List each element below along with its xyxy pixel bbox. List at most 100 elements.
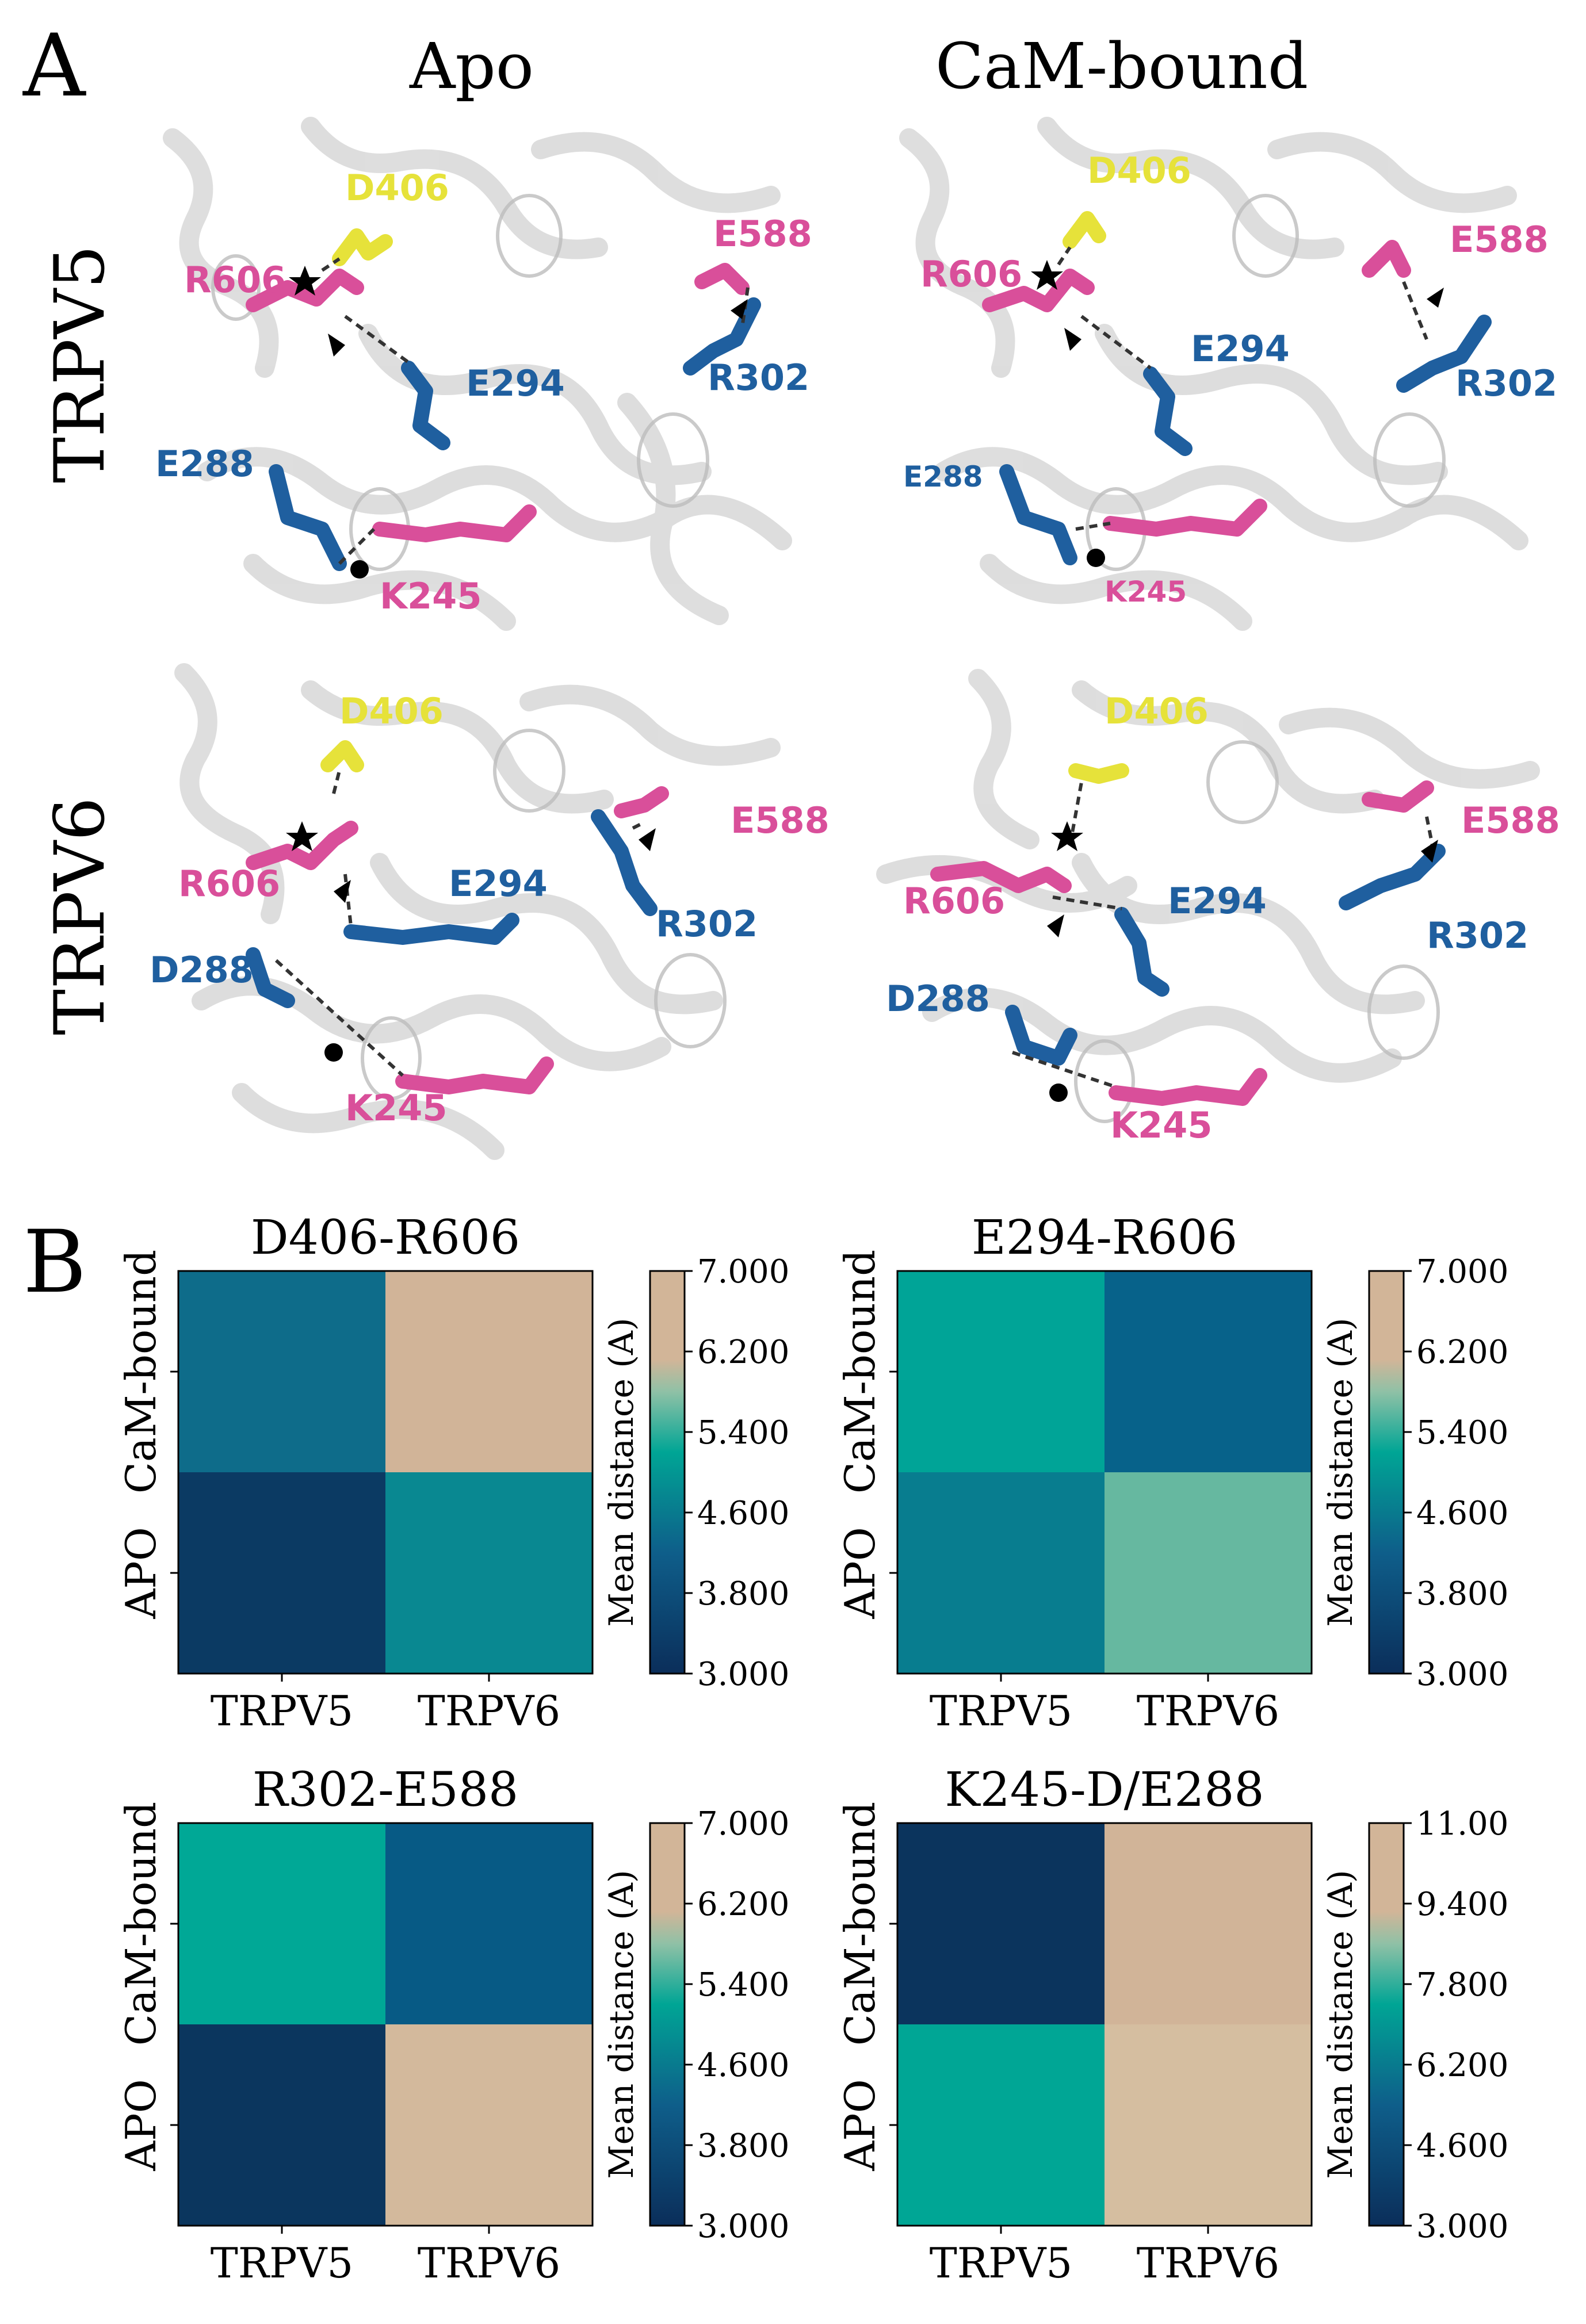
colorbar-tick-label: 6.200 [697, 1334, 789, 1371]
colorbar [649, 1270, 686, 1675]
d406-sidechain [332, 228, 393, 266]
colorbar [1368, 1270, 1405, 1675]
label-r302: R302 [708, 357, 810, 399]
x-tick-label: TRPV5 [930, 2239, 1072, 2287]
structure-trpv6-cam [840, 656, 1553, 1173]
colorbar-tick-label: 7.000 [697, 1253, 789, 1291]
r606-sidechain [246, 269, 364, 312]
colorbar-tick-label: 3.000 [1416, 2208, 1508, 2245]
structure-drawing [174, 663, 781, 1160]
y-tick-label: CaM-bound [117, 1802, 165, 2046]
structure-drawing [876, 669, 1540, 1123]
heatmap-cell [385, 1271, 593, 1472]
heatmap-e294-r606: E294-R606 CaM-bound APO TRPV5 TRPV6 7.000 6.20… [805, 1211, 1513, 1735]
heatmap-cell [385, 1823, 593, 2024]
structure-trpv5-apo [138, 115, 851, 650]
x-tick-label: TRPV5 [930, 1687, 1072, 1731]
y-tick-label: APO [836, 1527, 884, 1619]
label-r606: R606 [184, 259, 286, 301]
colorbar-tick-label: 3.000 [697, 1656, 789, 1693]
y-tick-label: APO [836, 2079, 884, 2171]
heatmap-k245-d-e288: K245-D/E288 CaM-bound APO TRPV5 TRPV6 11.00 9.… [805, 1763, 1513, 2312]
heatmap-title: R302-E588 [253, 1766, 518, 1817]
label-k245: K245 [1105, 575, 1187, 608]
column-title-apo: Apo [409, 29, 534, 103]
structure-trpv6-apo [138, 656, 851, 1173]
heatmap-cell [178, 1472, 385, 1674]
heatmap-cell [385, 1472, 593, 1674]
heatmap-svg: R302-E588 CaM-bound APO TRPV5 TRPV6 7.000 6.20… [117, 1763, 789, 2287]
label-e588: E588 [1461, 799, 1560, 841]
y-tick-label: CaM-bound [117, 1250, 165, 1494]
heatmap-r302-e588: R302-E588 CaM-bound APO TRPV5 TRPV6 7.000 6.20… [86, 1763, 794, 2312]
column-title-cam-bound: CaM-bound [935, 29, 1309, 103]
label-d288: D288 [886, 978, 990, 1020]
label-e288: E288 [903, 460, 983, 493]
heatmap-svg: E294-R606 CaM-bound APO TRPV5 TRPV6 7.000 6.20… [836, 1211, 1508, 1735]
x-tick-label: TRPV5 [211, 2239, 353, 2287]
heatmap-frame [896, 1270, 1313, 1675]
y-tick-label: CaM-bound [836, 1802, 884, 2046]
colorbar-tick-label: 7.800 [1416, 1966, 1508, 2004]
colorbar-tick-label: 7.000 [1416, 1253, 1508, 1291]
heatmap-cell [178, 1823, 385, 2024]
label-k245: K245 [345, 1087, 448, 1129]
colorbar-tick-label: 6.200 [697, 1886, 789, 1923]
row-label-trpv5: TRPV5 [40, 244, 120, 483]
heatmap-cell [178, 2024, 385, 2226]
label-r606: R606 [920, 253, 1023, 295]
heatmap-title: K245-D/E288 [945, 1766, 1264, 1817]
row-label-trpv6: TRPV6 [40, 797, 120, 1035]
label-e294: E294 [1168, 880, 1267, 922]
label-k245: K245 [380, 575, 482, 617]
heatmap-cell [178, 1271, 385, 1472]
colorbar-label: Mean distance (A) [602, 1318, 641, 1626]
heatmap-cell [897, 1271, 1105, 1472]
colorbar-label: Mean distance (A) [1321, 1870, 1360, 2178]
x-tick-label: TRPV6 [418, 1687, 560, 1731]
colorbar-tick-label: 5.400 [1416, 1414, 1508, 1452]
colorbar-tick-label: 4.600 [1416, 1495, 1508, 1532]
heatmap-cell [1105, 1472, 1312, 1674]
e288-sidechain [269, 464, 347, 571]
label-e294: E294 [449, 863, 548, 905]
colorbar-tick-label: 11.00 [1416, 1805, 1508, 1843]
colorbar-tick-label: 6.200 [1416, 2047, 1508, 2084]
label-r302: R302 [1455, 362, 1558, 404]
label-r302: R302 [1427, 914, 1529, 956]
heatmap-frame [896, 1822, 1313, 2227]
heatmap-cell [897, 1823, 1105, 2024]
heatmap-cell [385, 2024, 593, 2226]
structure-drawing [163, 117, 792, 631]
colorbar-tick-label: 6.200 [1416, 1334, 1508, 1371]
label-e294: E294 [1191, 328, 1290, 370]
x-tick-label: TRPV6 [1137, 1687, 1279, 1731]
label-e588: E588 [713, 213, 812, 255]
heatmap-cell [1105, 1271, 1312, 1472]
heatmap-frame [177, 1822, 594, 2227]
colorbar-tick-label: 9.400 [1416, 1886, 1508, 1923]
x-tick-label: TRPV6 [1137, 2239, 1279, 2287]
heatmap-svg: K245-D/E288 CaM-bound APO TRPV5 TRPV6 11.00 9.… [836, 1763, 1508, 2287]
label-d406: D406 [1105, 690, 1209, 732]
label-e588: E588 [731, 799, 830, 841]
colorbar-tick-label: 4.600 [697, 1495, 789, 1532]
heatmap-title: E294-R606 [972, 1213, 1237, 1265]
heatmap-frame [177, 1270, 594, 1675]
y-tick-label: CaM-bound [836, 1250, 884, 1494]
heatmap-title: D406-R606 [251, 1213, 520, 1265]
y-tick-label: APO [117, 1527, 165, 1619]
heatmap-svg: D406-R606 CaM-bound APO TRPV5 TRPV6 7.000 6.20… [117, 1211, 789, 1735]
colorbar-tick-label: 7.000 [697, 1805, 789, 1843]
colorbar-tick-label: 3.800 [1416, 1575, 1508, 1613]
structure-trpv5-cam [874, 115, 1586, 650]
colorbar-tick-label: 4.600 [1416, 2127, 1508, 2165]
label-e588: E588 [1450, 219, 1549, 261]
panel-b-letter: B [23, 1212, 87, 1312]
label-r302: R302 [656, 903, 758, 945]
label-d288: D288 [150, 949, 254, 991]
r302-sidechain [683, 297, 761, 376]
colorbar [649, 1822, 686, 2227]
colorbar-tick-label: 5.400 [697, 1414, 789, 1452]
colorbar [1368, 1822, 1405, 2227]
